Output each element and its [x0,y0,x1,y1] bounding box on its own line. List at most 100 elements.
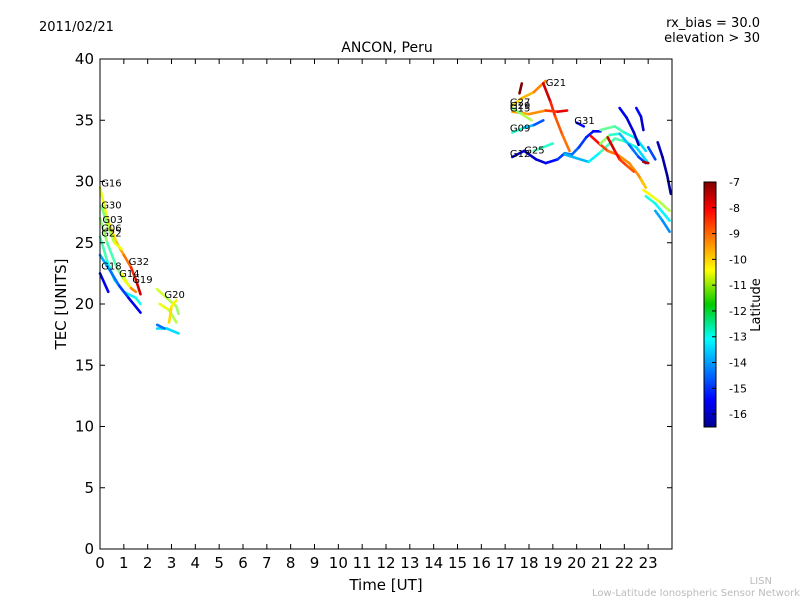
x-tick-label: 23 [639,554,658,572]
satellite-label-g27: G27 [510,98,530,109]
x-tick-label: 17 [496,554,515,572]
colorbar-tick-label: -16 [729,408,747,421]
series-segment [553,115,564,137]
colorbar-gradient [703,181,717,428]
x-tick-label: 16 [472,554,491,572]
series-segment [589,134,602,147]
series-segment [642,160,650,165]
series-segment [575,156,590,164]
series-segment [155,287,168,300]
series-segment [618,132,631,147]
series-segment [129,265,138,281]
series-b3 [541,82,571,153]
colorbar-tick-label: -13 [729,331,747,344]
x-tick-label: 5 [214,554,224,572]
satellite-label-g25: G25 [524,145,544,156]
satellite-label-g12: G12 [510,149,530,160]
series-b18 [642,160,650,165]
y-tick-label: 30 [75,173,94,191]
y-axis-label: TEC [UNITS] [52,259,70,351]
series-segment [599,143,610,153]
series-segment [520,90,536,100]
series-segment [510,106,524,116]
satellite-label-g29: G29 [510,101,530,112]
series-segment [98,235,109,263]
chart-title: ANCON, Peru [341,40,432,56]
series-segment [661,210,671,222]
series-segment [541,142,555,149]
series-segment [520,112,533,122]
series-b12 [589,134,645,186]
satellite-label-g15: G15 [510,104,530,115]
series-segment [634,106,643,118]
series-segment [165,296,178,308]
series-segment [99,204,109,226]
satellite-label-g31: G31 [574,116,594,127]
series-segment [532,145,545,153]
series-segment [575,121,586,128]
satellite-label-g16: G16 [101,178,121,189]
series-segment [518,82,524,95]
series-b16 [618,106,640,147]
series-segment [98,217,109,245]
series-segment [653,209,664,222]
series-segment [167,305,173,324]
watermark-subtitle: Low-Latitude Ionospheric Sensor Network [592,588,800,599]
colorbar-tick-label: -7 [729,176,740,189]
series-segment [129,286,138,294]
x-tick-label: 3 [167,554,177,572]
x-tick-label: 10 [329,554,348,572]
series-a13 [155,323,166,330]
series-segment [556,109,569,113]
series-segment [627,161,640,177]
x-tick-label: 7 [262,554,272,572]
x-tick-label: 19 [543,554,562,572]
x-tick-label: 21 [591,554,610,572]
series-b15 [606,136,636,173]
series-segment [656,141,664,159]
satellite-label-g22: G22 [101,229,121,240]
satellite-label-g14: G14 [119,269,139,280]
satellite-label-g30: G30 [101,200,121,211]
series-b21 [653,209,671,233]
series-segment [117,284,130,300]
y-tick-label: 20 [75,295,94,313]
series-b5 [510,106,533,122]
series-segment [563,153,579,160]
series-segment [622,131,638,140]
series-segment [570,145,581,156]
y-axis: 0 5 10 15 20 25 30 35 40 [75,50,672,558]
series-a7 [129,265,142,296]
series-b9 [563,130,602,156]
date-label: 2011/02/21 [39,20,114,35]
colorbar-tick-label: -8 [729,202,740,215]
x-tick-label: 14 [424,554,443,572]
series-segment [534,158,548,165]
colorbar-tick-label: -15 [729,382,747,395]
series-b11 [575,121,586,128]
satellite-label-g20: G20 [164,290,184,301]
series-segment [522,123,536,129]
series-segment [134,278,142,296]
series-segment [510,96,524,107]
x-tick-label: 6 [238,554,248,572]
series-segment [599,137,617,154]
series-a6 [98,272,110,294]
annotation-elevation: elevation > 30 [664,31,760,46]
watermark-title: LISN [749,576,772,587]
y-tick-label: 25 [75,234,94,252]
series-segment [613,125,626,134]
series-b24 [639,177,648,189]
series-segment [127,296,142,314]
series-segment [649,193,662,204]
series-segment [642,188,652,197]
series-segment [105,217,118,245]
series-a11 [167,298,178,324]
series-segment [665,174,673,196]
series-segment [661,155,669,177]
series-segment [532,119,545,127]
satellite-label-g19: G19 [132,275,152,286]
series-b6 [510,119,545,134]
series-segment [544,158,559,165]
